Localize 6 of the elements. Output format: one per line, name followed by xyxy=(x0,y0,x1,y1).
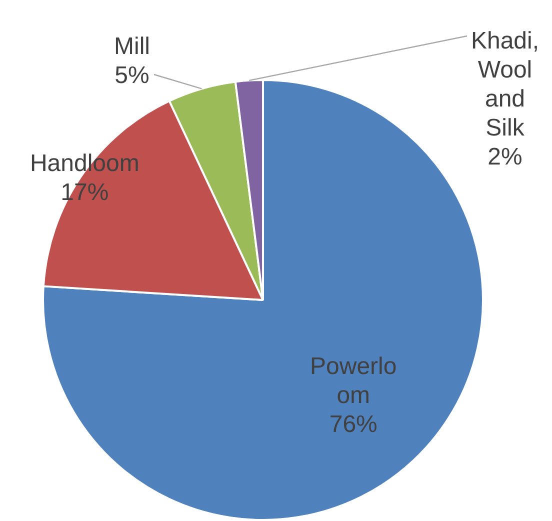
data-label: 2% xyxy=(488,144,522,171)
slice-label: Powerloom xyxy=(310,352,397,409)
slice-label: Khadi, Wool and Silk xyxy=(470,28,540,142)
slice-label: Mill xyxy=(114,33,150,60)
data-label: 76% xyxy=(329,410,378,438)
data-label: 5% xyxy=(114,62,150,90)
